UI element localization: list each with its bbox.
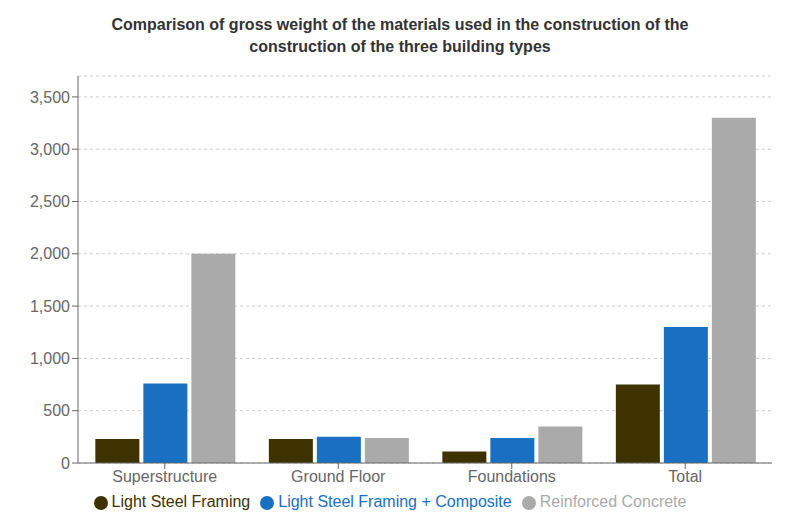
svg-text:3,000: 3,000 [30, 141, 70, 158]
html-text:Comparison of gross weight of: Comparison of gross weight of the materi… [111, 16, 689, 33]
html-text:Light Steel Framing + Composit: Light Steel Framing + Composite [278, 493, 512, 510]
svg-text:2,500: 2,500 [30, 193, 70, 210]
svg-text:2,000: 2,000 [30, 245, 70, 262]
svg-text:Foundations: Foundations [468, 468, 556, 485]
svg-text:1,000: 1,000 [30, 350, 70, 367]
svg-text:Ground Floor: Ground Floor [291, 468, 386, 485]
svg-text:1,500: 1,500 [30, 298, 70, 315]
svg-text:0: 0 [61, 455, 70, 472]
svg-text:3,500: 3,500 [30, 89, 70, 106]
svg-text:Superstructure: Superstructure [112, 468, 217, 485]
html-text:construction of the three buil: construction of the three building types [249, 38, 551, 55]
svg-text:Total: Total [668, 468, 702, 485]
svg-text:500: 500 [43, 402, 70, 419]
html-text:Reinforced Concrete: Reinforced Concrete [539, 493, 687, 510]
html-text:Light Steel Framing: Light Steel Framing [111, 493, 251, 510]
